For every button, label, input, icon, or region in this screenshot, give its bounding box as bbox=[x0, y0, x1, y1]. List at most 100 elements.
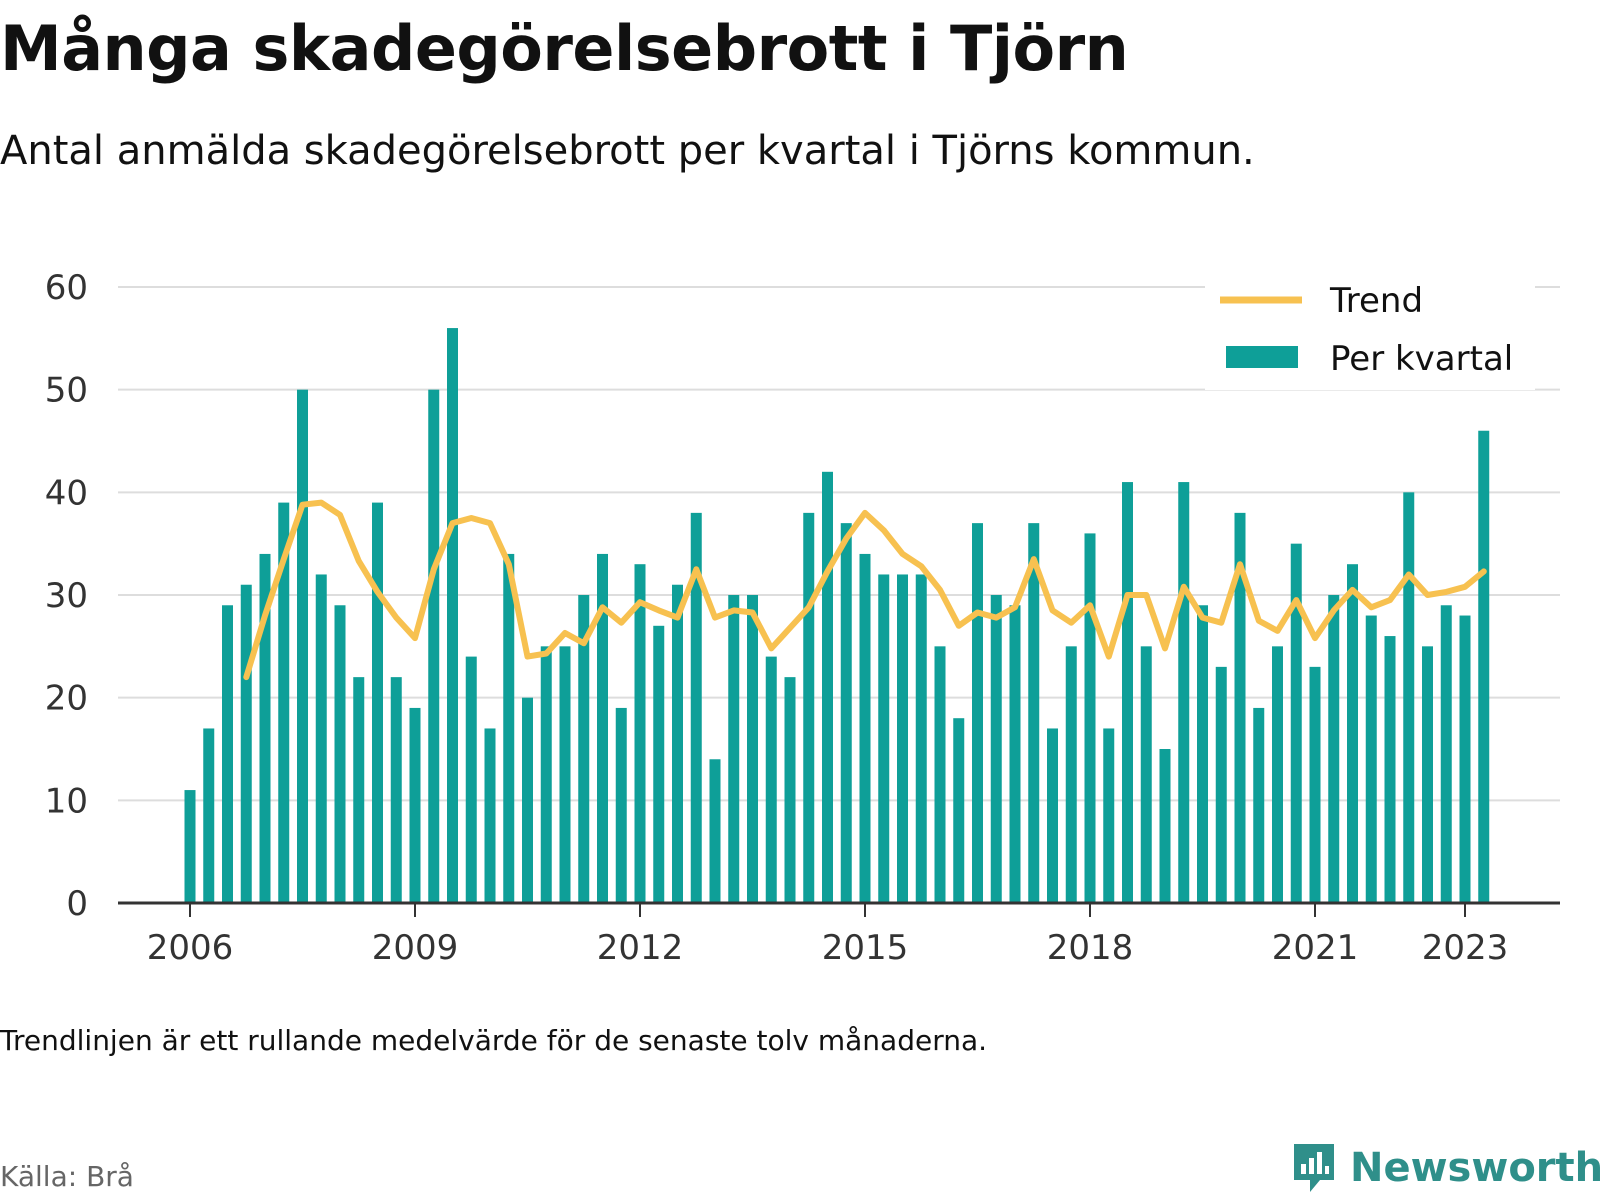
bar bbox=[972, 523, 983, 903]
bar bbox=[1122, 482, 1133, 903]
bar bbox=[1253, 707, 1265, 903]
x-tick-label: 2012 bbox=[597, 928, 684, 968]
bar bbox=[447, 328, 458, 904]
bar bbox=[203, 728, 215, 903]
bar bbox=[1159, 749, 1171, 903]
y-tick-label: 10 bbox=[45, 781, 88, 821]
y-tick-label: 50 bbox=[45, 371, 88, 411]
bar bbox=[672, 584, 683, 903]
legend-bar-label: Per kvartal bbox=[1330, 339, 1513, 379]
bar bbox=[615, 707, 627, 903]
bar bbox=[540, 646, 552, 903]
bar bbox=[240, 584, 252, 903]
y-tick-label: 0 bbox=[66, 884, 88, 924]
x-tick-label: 2009 bbox=[372, 928, 459, 968]
bar bbox=[915, 574, 927, 903]
bar bbox=[1440, 605, 1452, 903]
bar bbox=[728, 595, 740, 903]
bar bbox=[372, 502, 383, 903]
legend-background bbox=[1205, 270, 1535, 390]
bar bbox=[634, 564, 646, 903]
bar bbox=[897, 574, 908, 903]
bar bbox=[1047, 728, 1058, 903]
bar bbox=[353, 677, 365, 903]
bar bbox=[1309, 666, 1321, 903]
bar bbox=[1403, 492, 1415, 903]
bar bbox=[559, 646, 571, 903]
y-tick-label: 30 bbox=[45, 576, 88, 616]
bar bbox=[334, 605, 346, 903]
bar bbox=[1365, 615, 1377, 903]
bar bbox=[1065, 646, 1077, 903]
bar bbox=[297, 389, 308, 904]
bar bbox=[1028, 523, 1040, 903]
legend-bar-swatch bbox=[1226, 346, 1298, 368]
bar bbox=[1459, 615, 1471, 903]
brand-name: Newsworthy bbox=[1350, 1145, 1600, 1191]
bar bbox=[1103, 728, 1115, 903]
bar bbox=[784, 677, 796, 903]
bar bbox=[653, 625, 665, 903]
bar bbox=[1290, 543, 1302, 903]
bar bbox=[765, 656, 777, 903]
bar bbox=[803, 512, 815, 903]
bar bbox=[1140, 646, 1152, 903]
bar bbox=[259, 553, 271, 903]
bar bbox=[465, 656, 477, 903]
bar bbox=[840, 523, 852, 903]
bar bbox=[597, 553, 608, 903]
legend-trend-label: Trend bbox=[1329, 281, 1423, 321]
bar bbox=[278, 502, 290, 903]
bar bbox=[822, 471, 833, 903]
chart-subtitle: Antal anmälda skadegörelsebrott per kvar… bbox=[0, 128, 1255, 174]
bar bbox=[1009, 605, 1021, 903]
bar bbox=[690, 512, 702, 903]
bar bbox=[484, 728, 496, 903]
bar bbox=[428, 389, 440, 904]
bar bbox=[1234, 512, 1246, 903]
bar bbox=[522, 697, 533, 903]
source-label: Källa: Brå bbox=[0, 1160, 134, 1193]
bar bbox=[578, 595, 590, 903]
x-tick-label: 2023 bbox=[1422, 928, 1509, 968]
y-tick-label: 60 bbox=[45, 268, 88, 308]
brand-logo: Newsworthy bbox=[1290, 1140, 1600, 1196]
bar bbox=[1197, 605, 1208, 903]
bar bbox=[934, 646, 946, 903]
bar bbox=[953, 718, 965, 903]
chart-title: Många skadegörelsebrott i Tjörn bbox=[0, 12, 1129, 85]
x-tick-label: 2018 bbox=[1047, 928, 1134, 968]
footnote: Trendlinjen är ett rullande medelvärde f… bbox=[0, 1024, 988, 1057]
bar bbox=[184, 790, 196, 903]
x-axis bbox=[118, 901, 1560, 917]
bar bbox=[1347, 564, 1358, 903]
legend: Trend Per kvartal bbox=[1205, 270, 1535, 390]
bar bbox=[1328, 595, 1340, 903]
brand-logo-icon bbox=[1294, 1144, 1334, 1192]
trend-series bbox=[243, 499, 1487, 681]
bar bbox=[222, 605, 233, 903]
bar bbox=[1384, 636, 1396, 903]
trend-line bbox=[243, 499, 1487, 681]
y-axis-labels: 0 10 20 30 40 50 60 bbox=[45, 268, 88, 924]
bar bbox=[409, 707, 421, 903]
bar-series bbox=[184, 328, 1490, 904]
y-tick-label: 20 bbox=[45, 679, 88, 719]
bar bbox=[1272, 646, 1283, 903]
bar bbox=[390, 677, 402, 903]
bar bbox=[1084, 533, 1096, 903]
x-axis-labels: 2006 2009 2012 2015 2018 2021 2023 bbox=[147, 928, 1509, 968]
bar bbox=[315, 574, 327, 903]
bar bbox=[1422, 646, 1433, 903]
y-tick-label: 40 bbox=[45, 473, 88, 513]
x-tick-label: 2021 bbox=[1272, 928, 1359, 968]
x-tick-label: 2006 bbox=[147, 928, 234, 968]
bar bbox=[859, 553, 871, 903]
bar bbox=[503, 553, 515, 903]
bar bbox=[1478, 430, 1490, 903]
bar bbox=[990, 595, 1002, 903]
bar bbox=[878, 574, 890, 903]
bar bbox=[1178, 482, 1190, 903]
bar bbox=[747, 595, 758, 903]
